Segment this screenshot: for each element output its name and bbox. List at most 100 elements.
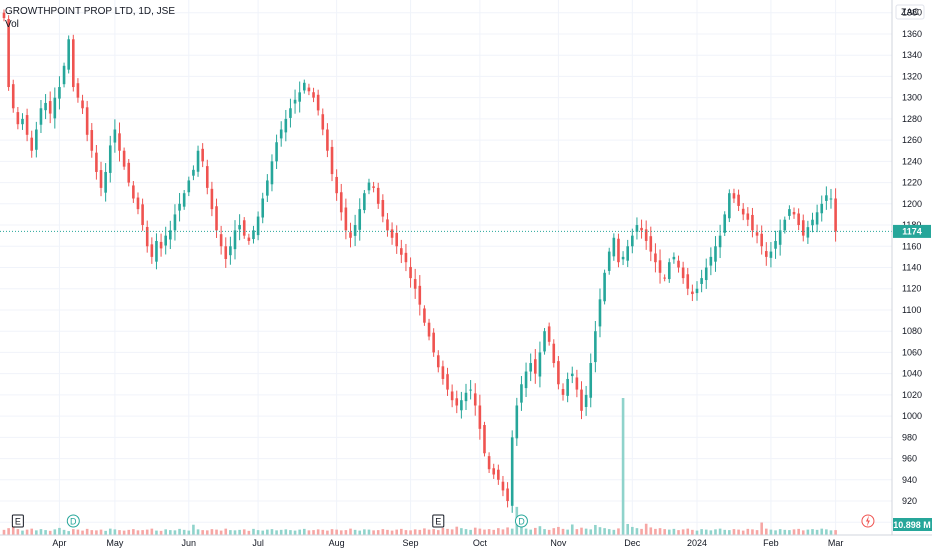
volume-bar [99,529,103,535]
candle-body [44,102,47,111]
volume-bar [672,528,676,535]
volume-bar [122,530,126,535]
candle-body [11,84,15,109]
volume-bar [113,529,117,535]
volume-bar [205,530,209,535]
volume-bar [252,528,255,535]
volume-bar [469,529,472,535]
candle-body [603,272,606,302]
candle-body [16,112,20,125]
volume-bar [238,529,241,535]
volume-bar [792,529,796,535]
volume-indicator-label[interactable]: Vol [5,19,19,30]
volume-bar [367,529,371,535]
volume-bar [621,398,625,535]
price-tick-label: 1020 [902,390,922,400]
candle-body [238,225,241,230]
volume-bar [566,529,569,535]
price-axis[interactable] [893,0,932,535]
volume-bar [39,529,43,535]
volume-bar [815,529,819,535]
volume-bar [561,528,565,535]
volume-bar [765,528,768,535]
volume-bar [723,529,727,535]
candle-body [792,211,796,215]
volume-bar [326,530,329,535]
price-tick-label: 1080 [902,326,922,336]
price-tick-label: 1240 [902,156,922,166]
candle-body [677,260,680,268]
volume-bar [460,528,463,535]
candle-body [219,234,223,247]
volume-bar [714,529,717,535]
candle-body [187,180,191,193]
time-tick-label: Nov [550,538,567,548]
candle-body [464,392,468,402]
dividend-marker-label: D [70,517,77,527]
volume-bar [677,530,680,535]
candle-body [72,39,75,88]
volume-bar [483,529,486,535]
volume-bar [11,526,15,535]
flash-icon-glyph [865,515,870,527]
time-axis[interactable] [0,536,892,550]
candle-body [746,213,750,220]
time-tick-label: Jun [182,538,197,548]
volume-bar [81,530,84,535]
volume-bar [635,528,639,535]
volume-bar [312,530,315,535]
candle-body [631,235,634,247]
candle-body [81,100,84,109]
last-volume-value: 10.898 M [893,520,931,530]
volume-bar [339,530,343,535]
candle-body [127,162,131,183]
volume-bar [755,530,759,535]
volume-bar [732,529,736,535]
candle-body [169,230,172,240]
price-tick-label: 1060 [902,347,922,357]
currency-badge[interactable] [895,4,925,20]
volume-bar [741,530,745,535]
candle-body [584,394,588,407]
volume-bar [409,530,412,535]
candle-body [344,207,348,231]
time-tick-label: Mar [828,538,844,548]
volume-bar [783,529,787,535]
candle-body [538,352,542,377]
volume-bar [210,529,214,535]
volume-bar [746,528,750,535]
volume-bar [155,530,158,535]
candle-body [21,118,24,125]
volume-bar [224,528,228,535]
volume-bar [349,528,352,535]
candle-body [640,227,643,231]
candle-body [617,238,620,263]
volume-bar [413,529,417,535]
volume-bar [201,530,204,535]
volume-bar [21,530,24,535]
volume-bar [769,529,773,535]
volume-bar [270,529,274,535]
candle-body [765,251,768,257]
volume-bar [644,523,648,535]
volume-bar [182,529,186,535]
volume-bar [695,530,699,535]
candle-body [400,248,403,255]
candle-body [372,186,375,188]
volume-bar [307,530,311,535]
price-tick-label: 1300 [902,93,922,103]
candle-body [155,240,158,262]
volume-bar [760,522,763,535]
candle-body [353,225,357,236]
candle-body [242,220,246,236]
earnings-marker-label: E [435,517,441,527]
volume-bar [178,528,181,535]
volume-bar [681,529,685,535]
volume-bar [16,529,20,535]
volume-bar [436,530,440,535]
candle-body [330,146,334,175]
candle-body [797,213,800,226]
volume-bar [376,530,380,535]
